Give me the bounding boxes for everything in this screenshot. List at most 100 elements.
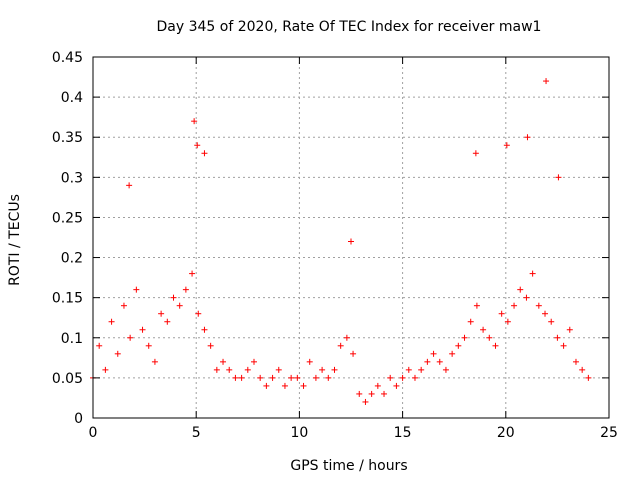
data-point bbox=[374, 382, 381, 389]
data-point bbox=[387, 374, 394, 381]
data-point bbox=[337, 342, 344, 349]
data-point bbox=[195, 310, 202, 317]
data-point bbox=[362, 398, 369, 405]
data-point bbox=[127, 334, 134, 341]
data-point bbox=[356, 390, 363, 397]
axis-ticks bbox=[92, 56, 610, 419]
data-point bbox=[275, 366, 282, 373]
data-point bbox=[542, 310, 549, 317]
x-tick-label: 25 bbox=[600, 425, 618, 441]
data-point bbox=[430, 350, 437, 357]
data-point bbox=[281, 382, 288, 389]
y-tick-label: 0.15 bbox=[52, 291, 83, 307]
y-tick-labels: 0 0.05 0.1 0.15 0.2 0.25 0.3 0.35 0.4 0.45 bbox=[52, 50, 83, 427]
data-point bbox=[325, 374, 332, 381]
data-point bbox=[139, 326, 146, 333]
data-point bbox=[294, 374, 301, 381]
data-point bbox=[424, 358, 431, 365]
data-point bbox=[368, 390, 375, 397]
y-tick-label: 0 bbox=[74, 411, 83, 427]
data-point bbox=[555, 174, 562, 181]
data-point bbox=[511, 302, 518, 309]
data-point bbox=[120, 302, 127, 309]
data-point bbox=[585, 374, 592, 381]
data-point bbox=[226, 366, 233, 373]
data-point bbox=[473, 302, 480, 309]
data-point bbox=[189, 270, 196, 277]
data-point bbox=[566, 326, 573, 333]
y-tick-label: 0.35 bbox=[52, 130, 83, 146]
data-point bbox=[492, 342, 499, 349]
x-tick-labels: 0 5 10 15 20 25 bbox=[89, 425, 618, 441]
data-point bbox=[548, 318, 555, 325]
data-point bbox=[96, 342, 103, 349]
data-point bbox=[343, 334, 350, 341]
data-point bbox=[201, 150, 208, 157]
data-point bbox=[263, 382, 270, 389]
data-point bbox=[201, 326, 208, 333]
data-point bbox=[572, 358, 579, 365]
x-tick-label: 15 bbox=[394, 425, 412, 441]
y-tick-label: 0.3 bbox=[61, 170, 83, 186]
data-point bbox=[306, 358, 313, 365]
data-point bbox=[288, 374, 295, 381]
x-tick-label: 10 bbox=[290, 425, 308, 441]
data-point bbox=[535, 302, 542, 309]
data-point bbox=[250, 358, 257, 365]
chart-title: Day 345 of 2020, Rate Of TEC Index for r… bbox=[157, 19, 542, 35]
data-point bbox=[529, 270, 536, 277]
x-tick-label: 20 bbox=[497, 425, 515, 441]
y-tick-label: 0.4 bbox=[61, 90, 83, 106]
data-point bbox=[418, 366, 425, 373]
data-point bbox=[145, 342, 152, 349]
data-point bbox=[238, 374, 245, 381]
data-point bbox=[102, 366, 109, 373]
data-point bbox=[207, 342, 214, 349]
data-point bbox=[151, 358, 158, 365]
data-point bbox=[220, 358, 227, 365]
data-point bbox=[480, 326, 487, 333]
data-point bbox=[524, 134, 531, 141]
y-tick-label: 0.1 bbox=[61, 331, 83, 347]
data-point bbox=[455, 342, 462, 349]
data-point bbox=[114, 350, 121, 357]
data-point bbox=[393, 382, 400, 389]
data-point bbox=[213, 366, 220, 373]
data-point bbox=[554, 334, 561, 341]
data-point bbox=[381, 390, 388, 397]
data-points bbox=[90, 78, 592, 405]
data-point bbox=[126, 182, 133, 189]
data-point bbox=[461, 334, 468, 341]
data-point bbox=[182, 286, 189, 293]
data-point bbox=[133, 286, 140, 293]
x-axis-label: GPS time / hours bbox=[290, 458, 407, 474]
data-point bbox=[472, 150, 479, 157]
data-point bbox=[523, 294, 530, 301]
data-point bbox=[543, 78, 550, 85]
x-tick-label: 5 bbox=[192, 425, 201, 441]
data-point bbox=[244, 366, 251, 373]
data-point bbox=[300, 382, 307, 389]
data-point bbox=[411, 374, 418, 381]
data-point bbox=[191, 118, 198, 125]
data-point bbox=[399, 374, 406, 381]
data-point bbox=[579, 366, 586, 373]
data-point bbox=[319, 366, 326, 373]
data-point bbox=[232, 374, 239, 381]
data-point bbox=[194, 142, 201, 149]
data-point bbox=[486, 334, 493, 341]
data-point bbox=[517, 286, 524, 293]
data-point bbox=[158, 310, 165, 317]
data-point bbox=[176, 302, 183, 309]
y-tick-label: 0.25 bbox=[52, 210, 83, 226]
data-point bbox=[257, 374, 264, 381]
x-tick-label: 0 bbox=[89, 425, 98, 441]
data-point bbox=[442, 366, 449, 373]
data-point bbox=[108, 318, 115, 325]
data-point bbox=[350, 350, 357, 357]
plot-frame bbox=[92, 56, 610, 419]
data-point bbox=[436, 358, 443, 365]
y-tick-label: 0.05 bbox=[52, 371, 83, 387]
grid-lines bbox=[93, 57, 609, 418]
